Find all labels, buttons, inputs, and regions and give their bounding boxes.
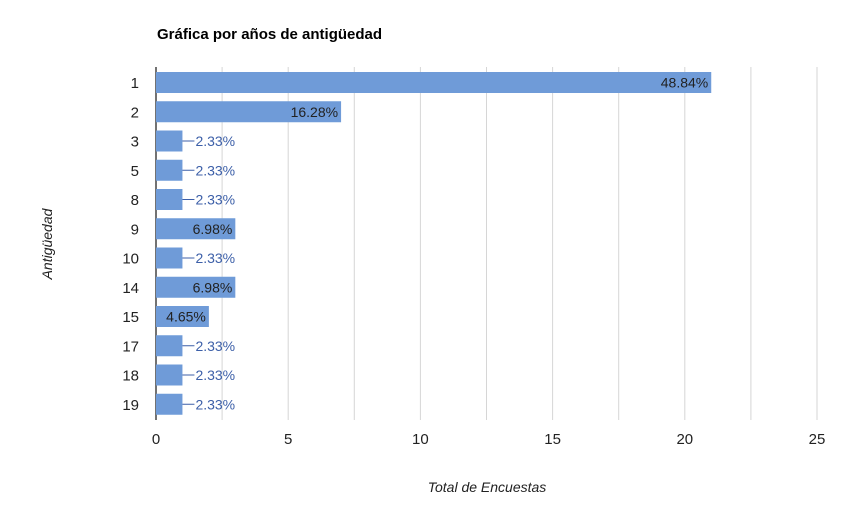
data-label: 16.28% [291,104,338,120]
y-axis-label: Antigüedad [39,207,55,280]
x-tick-label: 0 [152,431,160,448]
bar [156,364,183,386]
category-label: 15 [122,309,139,326]
y-axis-categories: 1 2 3 5 8 9 10 14 15 17 18 19 [122,75,139,414]
bar [156,218,236,240]
bar [156,72,712,93]
bar [156,189,183,210]
bar [156,130,183,152]
category-label: 19 [122,397,139,414]
bar [156,247,183,269]
data-label: 48.84% [661,75,708,91]
bar [156,393,183,415]
data-label: 2.33% [195,367,235,383]
data-label: 2.33% [195,250,235,266]
category-label: 18 [122,368,139,385]
bar [156,276,236,298]
category-label: 3 [131,134,139,151]
data-label: 6.98% [193,221,233,237]
x-tick-label: 5 [284,431,292,448]
bar [156,306,209,327]
data-label: 2.33% [195,133,235,149]
category-label: 5 [131,163,139,180]
data-label: 2.33% [195,338,235,354]
bar [156,159,183,181]
category-label: 9 [131,221,139,238]
x-axis-ticks: 0 5 10 15 20 25 [152,431,826,448]
category-label: 10 [122,251,139,268]
data-label: 2.33% [195,192,235,208]
bars: 48.84% 16.28% 2.33% 2.33% 2.33% 6.98% 2.33% 6.9… [156,72,712,415]
x-tick-label: 10 [412,431,429,448]
data-label: 4.65% [166,309,206,325]
x-tick-label: 20 [676,431,693,448]
x-tick-label: 25 [809,431,826,448]
data-label: 2.33% [195,162,235,178]
x-axis-label: Total de Encuestas [428,479,547,495]
x-tick-label: 15 [544,431,561,448]
category-label: 14 [122,280,139,297]
chart-title: Gráfica por años de antigüedad [157,26,382,43]
gridlines [155,67,818,420]
bar [156,101,342,123]
category-label: 8 [131,192,139,209]
category-label: 17 [122,338,139,355]
data-label: 6.98% [193,279,233,295]
bar [156,335,183,357]
data-label: 2.33% [195,396,235,412]
category-label: 2 [131,104,139,121]
category-label: 1 [131,75,139,92]
